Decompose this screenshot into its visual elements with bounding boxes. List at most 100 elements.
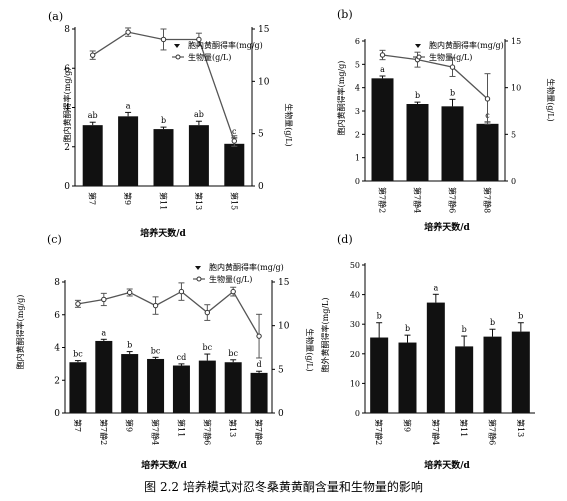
panel-label: (a)	[48, 10, 63, 23]
biomass-point	[204, 309, 211, 316]
bar	[224, 143, 245, 186]
y2-tick-label: 15	[258, 25, 270, 35]
significance-letter: a	[380, 65, 385, 74]
bar	[121, 354, 139, 413]
x-axis-title: 培养天数/d	[424, 221, 470, 233]
y-tick-label: 2	[355, 130, 360, 139]
legend-bar-marker	[415, 44, 421, 48]
legend-bar-marker	[174, 44, 180, 48]
y2-tick-label: 5	[511, 130, 516, 139]
panel-label: (d)	[337, 233, 353, 246]
y-tick-label: 50	[350, 261, 360, 270]
bar	[483, 336, 502, 413]
significance-letter: a	[126, 101, 131, 110]
x-tick-label: 第7静6	[448, 187, 458, 213]
biomass-point	[449, 64, 456, 70]
significance-letter: b	[450, 88, 455, 97]
y2-tick-label: 10	[511, 84, 521, 93]
bar	[118, 116, 139, 186]
x-tick-label: 第7	[88, 192, 98, 205]
biomass-point	[484, 96, 491, 102]
chart-panel-4: (d) 0 10 20 30 40 50 b b a b b b 第7静2 第9 第7静4 第11 第7静6 第13…	[320, 233, 535, 471]
x-tick-label: 第9	[123, 192, 133, 205]
bar	[406, 104, 429, 181]
y2-tick-label: 15	[511, 37, 521, 46]
bar	[398, 342, 417, 413]
significance-letter: b	[377, 312, 382, 321]
y-tick-label: 8	[54, 278, 60, 288]
bar	[250, 372, 268, 413]
x-tick-label: 第13	[194, 192, 204, 210]
bar	[224, 362, 242, 413]
x-tick-label: 第7静6	[488, 419, 498, 445]
y2-axis-title: 生物量(g/L)	[305, 328, 315, 371]
bar	[82, 125, 103, 186]
biomass-point	[152, 302, 159, 309]
y2-tick-label: 10	[258, 77, 270, 87]
x-tick-label: 第7静4	[151, 419, 161, 445]
biomass-point	[230, 288, 236, 295]
significance-letter: ab	[88, 111, 98, 120]
legend-line-point	[175, 54, 181, 60]
y-tick-label: 0	[54, 409, 60, 419]
legend-bar-marker	[195, 266, 201, 270]
significance-letter: bc	[203, 343, 213, 352]
significance-letter: b	[518, 312, 523, 321]
bar	[198, 360, 216, 413]
bar	[95, 340, 113, 413]
bar	[153, 129, 174, 186]
y-tick-label: 6	[355, 37, 360, 46]
x-tick-label: 第7静6	[202, 419, 212, 445]
legend-bar-label: 胞内黄酮得率(mg/g)	[188, 40, 263, 50]
bar	[476, 123, 499, 181]
significance-letter: a	[101, 328, 106, 337]
significance-letter: ab	[194, 110, 204, 119]
x-tick-label: 第7	[73, 419, 83, 432]
y-tick-label: 4	[355, 84, 360, 93]
y-tick-label: 0	[355, 409, 360, 418]
bar	[455, 346, 474, 413]
biomass-point	[101, 296, 107, 303]
y2-tick-label: 0	[258, 182, 264, 192]
x-tick-label: 第11	[176, 419, 186, 437]
y2-tick-label: 0	[278, 409, 284, 419]
y2-axis-title: 生物量(g/L)	[284, 103, 294, 146]
panel-label: (b)	[337, 8, 353, 21]
legend-line-point	[196, 276, 202, 282]
figure-caption: 图 2.2 培养模式对忍冬桑黄黄酮含量和生物量的影响	[144, 480, 423, 494]
y-tick-label: 3	[355, 107, 360, 116]
y-tick-label: 40	[350, 291, 360, 300]
significance-letter: b	[127, 341, 132, 350]
legend-line-label: 生物量(g/L)	[429, 52, 472, 62]
x-tick-label: 第7静4	[431, 419, 441, 445]
y2-tick-label: 0	[511, 177, 516, 186]
y2-tick-label: 5	[258, 130, 264, 140]
y2-tick-label: 10	[278, 322, 290, 332]
biomass-point	[379, 52, 386, 58]
x-tick-label: 第7静8	[254, 419, 264, 445]
significance-letter: bc	[228, 349, 238, 358]
bar	[426, 302, 445, 413]
y-tick-label: 4	[64, 104, 70, 114]
x-axis-title: 培养天数/d	[424, 459, 470, 471]
legend-line-label: 生物量(g/L)	[188, 52, 231, 62]
y2-tick-label: 15	[278, 278, 290, 288]
significance-letter: b	[161, 116, 166, 125]
y-tick-label: 5	[355, 60, 360, 69]
y2-tick-label: 5	[278, 365, 284, 375]
y-tick-label: 1	[355, 154, 360, 163]
significance-letter: b	[405, 324, 410, 333]
biomass-point	[256, 333, 262, 339]
x-tick-label: 第11	[459, 419, 469, 437]
x-tick-label: 第15	[229, 192, 239, 210]
y-tick-label: 10	[350, 379, 360, 388]
chart-panel-3: (c) 0 2 4 6 8 0 5 10 15 bc a b bc cd bc bc d 第7 第7静2 第9 第7静4 第…	[15, 233, 315, 471]
y-tick-label: 6	[54, 311, 60, 321]
legend-bar-label: 胞内黄酮得率(mg/g)	[429, 40, 504, 50]
significance-letter: b	[490, 318, 495, 327]
y-tick-label: 2	[64, 143, 70, 153]
bar	[69, 362, 87, 413]
significance-letter: b	[462, 325, 467, 334]
bar	[172, 365, 190, 413]
y-axis-title: 胞内黄酮得率(mg/g)	[15, 295, 25, 370]
